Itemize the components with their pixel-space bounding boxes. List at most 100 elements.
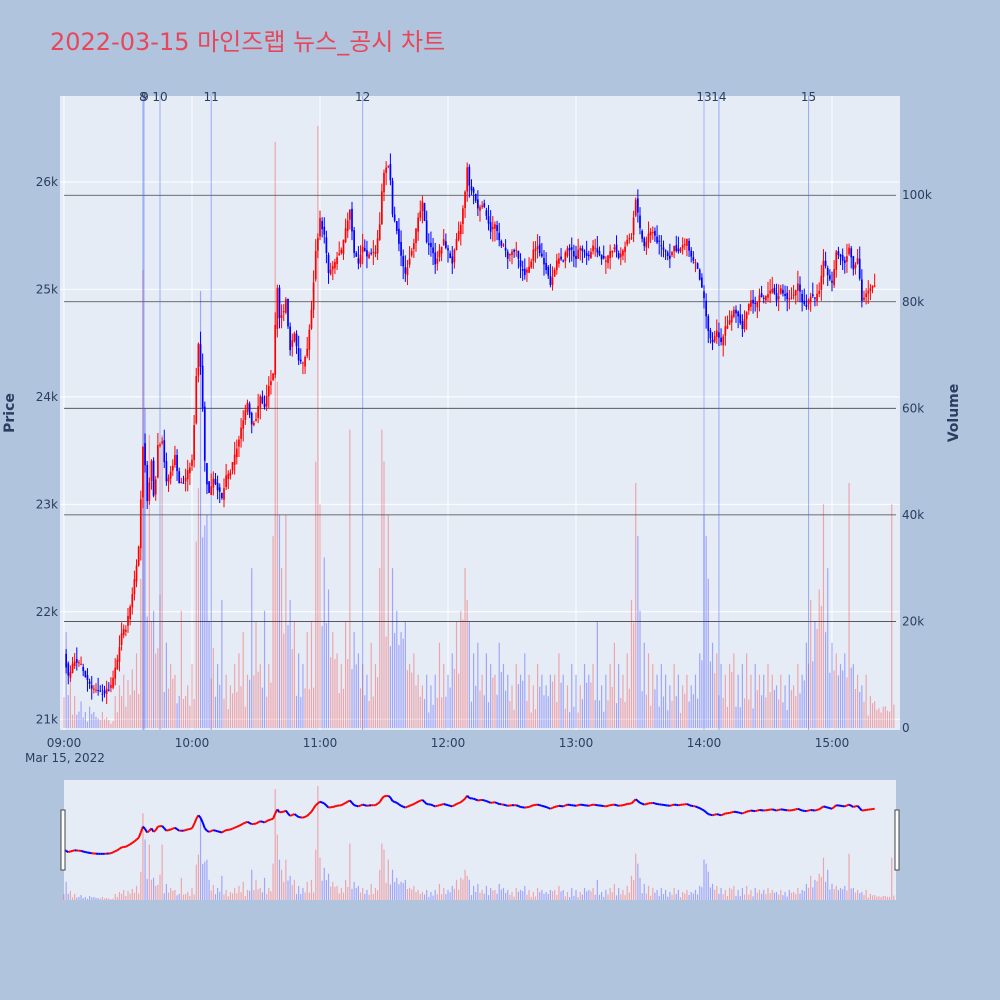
volume-bar bbox=[793, 685, 795, 728]
range-slider-volume-bar bbox=[780, 889, 782, 900]
volume-bar bbox=[270, 682, 272, 728]
volume-bar bbox=[214, 696, 217, 728]
range-slider-background[interactable] bbox=[64, 780, 896, 900]
range-slider-volume-bar bbox=[212, 884, 214, 900]
candle-body bbox=[212, 478, 215, 488]
range-slider-volume-bar bbox=[778, 894, 780, 900]
volume-bar bbox=[470, 701, 473, 728]
candle-body bbox=[773, 287, 776, 294]
range-slider-volume-bar bbox=[560, 891, 562, 900]
candle-body bbox=[163, 440, 166, 463]
volume-bar bbox=[246, 674, 249, 728]
range-slider-price-segment bbox=[364, 804, 368, 807]
volume-bar bbox=[549, 674, 551, 728]
range-slider-price-segment bbox=[232, 826, 236, 830]
range-slider-price-segment bbox=[242, 821, 246, 825]
candle-body bbox=[626, 239, 629, 245]
volume-bar bbox=[765, 697, 767, 728]
volume-bar bbox=[345, 621, 347, 728]
volume-bar bbox=[784, 685, 786, 728]
volume-bar bbox=[438, 642, 441, 728]
volume-bar bbox=[221, 600, 223, 728]
candle-body bbox=[466, 167, 469, 192]
volume-bar bbox=[295, 695, 298, 728]
range-slider-volume-bar bbox=[108, 898, 110, 900]
range-slider-volume-bar bbox=[447, 889, 449, 900]
range-slider-volume-bar bbox=[724, 889, 726, 900]
volume-bar bbox=[720, 664, 722, 728]
candle-body bbox=[398, 228, 400, 244]
volume-bar bbox=[857, 674, 859, 728]
candle-body bbox=[468, 166, 471, 186]
range-slider-price-segment bbox=[748, 809, 752, 813]
volume-bar bbox=[876, 709, 878, 728]
range-slider-volume-bar bbox=[323, 867, 325, 900]
candle-body bbox=[440, 246, 443, 254]
range-slider-volume-bar bbox=[893, 895, 895, 900]
candle-body bbox=[363, 248, 366, 251]
volume-bar bbox=[818, 589, 820, 728]
volume-bar bbox=[505, 690, 507, 728]
range-slider-volume-bar bbox=[377, 890, 379, 900]
candle-body bbox=[470, 186, 473, 191]
volume-bar bbox=[579, 685, 581, 728]
range-slider-handle-left[interactable] bbox=[60, 809, 66, 871]
range-slider-price-segment bbox=[293, 813, 298, 817]
candle-body bbox=[543, 258, 545, 265]
volume-bar bbox=[773, 689, 775, 728]
volume-bar bbox=[274, 141, 276, 728]
range-slider-volume-bar bbox=[127, 890, 129, 900]
range-slider-volume-bar bbox=[526, 894, 528, 900]
range-slider-volume-bar bbox=[400, 881, 402, 900]
range-slider-volume-bar bbox=[494, 889, 496, 900]
volume-bar bbox=[756, 690, 758, 728]
range-slider-volume-bar bbox=[468, 879, 470, 900]
volume-bar bbox=[278, 514, 281, 728]
candle-body bbox=[553, 270, 556, 277]
candle-body bbox=[167, 477, 170, 482]
range-slider-volume-bar bbox=[891, 857, 893, 900]
range-slider-volume-bar bbox=[172, 890, 174, 900]
range-slider-price-segment bbox=[215, 829, 218, 833]
candle-body bbox=[116, 659, 119, 669]
price-tick-label: 23k bbox=[36, 497, 58, 511]
range-slider-volume-bar bbox=[718, 893, 720, 900]
range-slider-volume-bar bbox=[709, 887, 711, 900]
range-slider-price-segment bbox=[172, 826, 176, 830]
range-slider-price-segment bbox=[833, 804, 837, 808]
range-slider-price-segment bbox=[112, 850, 116, 854]
candle-body bbox=[760, 293, 763, 298]
volume-bar bbox=[831, 642, 833, 728]
range-slider-volume-bar bbox=[221, 875, 223, 900]
range-slider-volume-bar bbox=[453, 888, 455, 900]
volume-bar bbox=[298, 653, 300, 728]
volume-bar bbox=[372, 696, 374, 728]
range-slider-volume-bar bbox=[729, 887, 731, 900]
range-slider-volume-bar bbox=[441, 894, 443, 900]
range-slider-volume-bar bbox=[532, 891, 534, 900]
range-slider-volume-bar bbox=[455, 879, 458, 900]
range-slider-volume-bar bbox=[225, 889, 227, 900]
volume-bar bbox=[306, 632, 308, 728]
volume-bar bbox=[118, 685, 121, 728]
range-slider-price-segment bbox=[562, 804, 566, 808]
candle-body bbox=[814, 297, 816, 299]
volume-bar bbox=[161, 434, 163, 728]
range-slider-handle-right[interactable] bbox=[894, 809, 900, 871]
candle-body bbox=[611, 250, 614, 253]
range-slider-price-segment bbox=[249, 822, 253, 826]
candle-body bbox=[491, 226, 494, 230]
range-slider-price-segment bbox=[193, 818, 198, 825]
range-slider-volume-bar bbox=[355, 887, 357, 900]
range-slider-price-segment bbox=[389, 796, 394, 802]
range-slider-volume-bar bbox=[89, 895, 91, 900]
range-slider-volume-bar bbox=[223, 894, 225, 900]
range-slider-volume-bar bbox=[289, 875, 291, 900]
candle-body bbox=[86, 675, 89, 681]
candle-body bbox=[304, 356, 306, 367]
candle-body bbox=[782, 289, 784, 294]
candle-body bbox=[265, 395, 268, 407]
range-slider-volume-bar bbox=[795, 893, 797, 900]
volume-bar bbox=[434, 674, 436, 728]
volume-bar bbox=[562, 674, 564, 728]
